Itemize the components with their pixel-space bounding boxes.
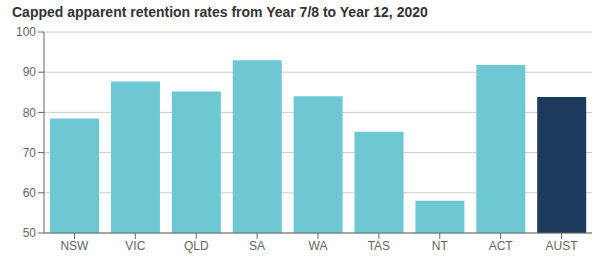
html-text:Capped apparent retention rate: Capped apparent retention rates from Yea… xyxy=(12,4,428,20)
svg-text:NT: NT xyxy=(432,239,449,253)
svg-text:SA: SA xyxy=(249,239,265,253)
svg-text:80: 80 xyxy=(23,106,37,120)
svg-text:100: 100 xyxy=(16,25,36,39)
svg-text:VIC: VIC xyxy=(125,239,145,253)
svg-text:NSW: NSW xyxy=(60,239,89,253)
svg-text:90: 90 xyxy=(23,65,37,79)
svg-text:ACT: ACT xyxy=(489,239,514,253)
svg-text:AUST: AUST xyxy=(546,239,579,253)
svg-text:60: 60 xyxy=(23,186,37,200)
svg-text:WA: WA xyxy=(309,239,328,253)
svg-text:QLD: QLD xyxy=(184,239,209,253)
svg-text:70: 70 xyxy=(23,146,37,160)
svg-text:TAS: TAS xyxy=(368,239,390,253)
svg-text:50: 50 xyxy=(23,226,37,240)
